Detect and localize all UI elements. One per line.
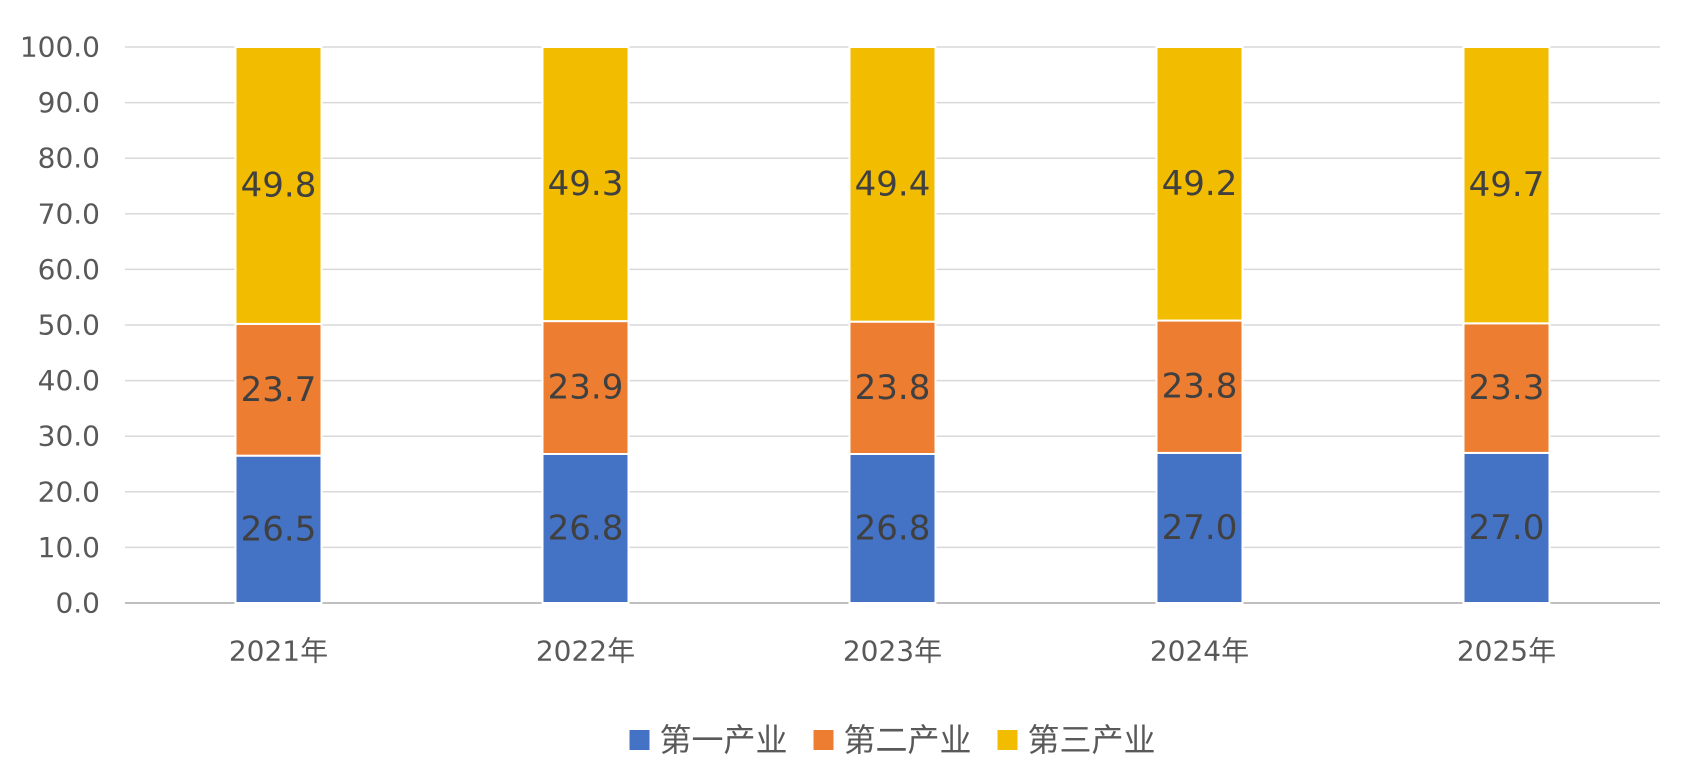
x-tick-label: 2021年	[229, 635, 328, 668]
legend-label: 第一产业	[660, 721, 788, 759]
y-tick-label: 80.0	[38, 142, 100, 175]
x-tick-label: 2024年	[1150, 635, 1249, 668]
x-axis: 2021年 2022年 2023年 2024年 2025年	[229, 635, 1556, 668]
y-tick-label: 20.0	[38, 475, 100, 508]
bar-segment	[1155, 46, 1244, 322]
bars	[234, 46, 1551, 604]
bar-segment	[234, 454, 323, 604]
legend-label: 第三产业	[1028, 721, 1156, 759]
legend-swatch	[813, 730, 834, 750]
y-tick-label: 70.0	[38, 197, 100, 230]
x-tick-label: 2022年	[536, 635, 635, 668]
data-label: 26.8	[548, 508, 624, 548]
legend-swatch	[997, 730, 1018, 750]
data-label: 23.8	[855, 368, 931, 408]
bar-segment	[541, 320, 630, 455]
bar-segment	[541, 452, 630, 604]
bar-segment	[234, 322, 323, 457]
y-tick-label: 0.0	[55, 587, 100, 620]
data-label: 26.5	[241, 509, 317, 549]
y-tick-label: 30.0	[38, 420, 100, 453]
bar-segment	[234, 46, 323, 325]
data-label: 49.7	[1469, 165, 1545, 205]
bar-segment	[1155, 451, 1244, 604]
bar-segment	[1462, 451, 1551, 604]
bar-segment	[1155, 319, 1244, 454]
data-label: 49.3	[548, 164, 624, 204]
data-label: 27.0	[1469, 508, 1545, 548]
data-label: 23.7	[241, 370, 317, 410]
data-label: 23.8	[1162, 367, 1238, 407]
y-tick-label: 50.0	[38, 309, 100, 342]
legend-swatch	[629, 730, 650, 750]
data-label: 23.9	[548, 368, 624, 408]
legend: 第一产业 第二产业 第三产业	[629, 721, 1156, 759]
data-label: 23.3	[1469, 368, 1545, 408]
bar-segment	[848, 46, 937, 323]
y-tick-label: 60.0	[38, 253, 100, 286]
y-tick-label: 40.0	[38, 364, 100, 397]
y-axis: 0.0 10.0 20.0 30.0 40.0 50.0 60.0 70.0 80.0 90.0 1…	[20, 31, 100, 620]
bar-segment	[541, 46, 630, 323]
legend-label: 第二产业	[844, 721, 972, 759]
x-tick-label: 2023年	[843, 635, 942, 668]
y-tick-label: 90.0	[38, 86, 100, 119]
y-tick-label: 100.0	[20, 31, 100, 64]
data-label: 49.4	[855, 164, 931, 204]
data-label: 49.2	[1162, 164, 1238, 204]
y-tick-label: 10.0	[38, 531, 100, 564]
data-label: 49.8	[241, 165, 317, 205]
bar-segment	[1462, 46, 1551, 325]
x-tick-label: 2025年	[1457, 635, 1556, 668]
data-label: 26.8	[855, 508, 931, 548]
data-label: 27.0	[1162, 508, 1238, 548]
data-labels: 26.5 23.7 49.8 26.8 23.9 49.3 26.8 23.8 49.4 27.0…	[241, 164, 1545, 550]
